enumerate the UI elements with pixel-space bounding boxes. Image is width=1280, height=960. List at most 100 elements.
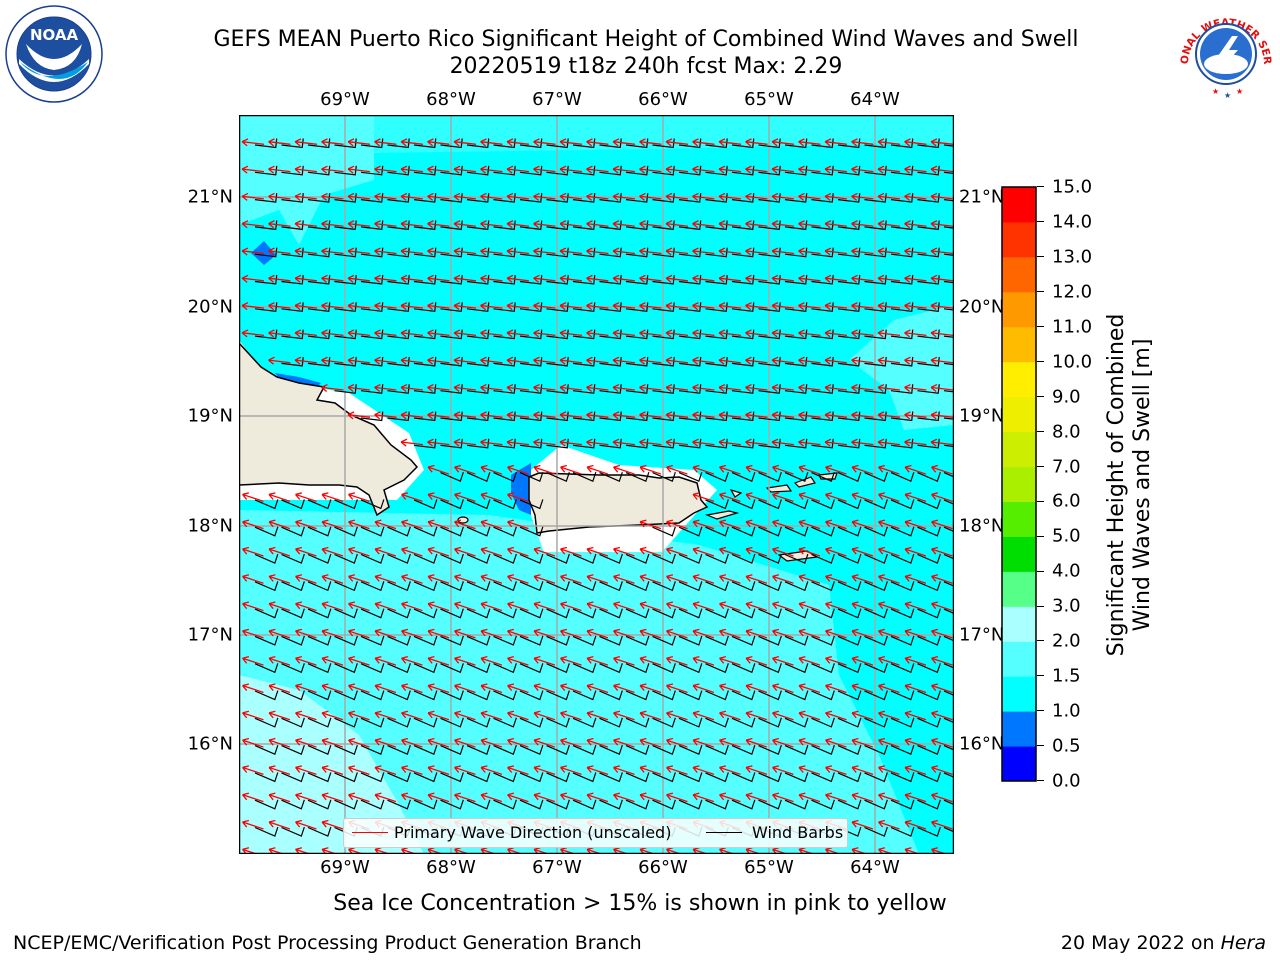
wave-direction-arrow xyxy=(665,192,688,201)
wave-direction-arrow xyxy=(374,302,397,311)
wind-barb xyxy=(705,581,729,592)
wind-barb xyxy=(705,663,729,674)
wave-direction-arrow xyxy=(851,247,874,256)
colorbar-bin xyxy=(1002,256,1036,293)
wave-direction-arrow xyxy=(242,519,264,530)
wave-direction-arrow xyxy=(613,656,635,666)
wave-direction-arrow xyxy=(242,683,264,694)
lon-tick-bottom: 66°W xyxy=(638,857,688,878)
wind-barb xyxy=(546,438,569,449)
wave-direction-arrow xyxy=(453,329,476,338)
wave-direction-arrow xyxy=(798,220,821,229)
wind-barb xyxy=(784,274,808,285)
wave-direction-arrow xyxy=(745,302,768,311)
wind-barb xyxy=(731,384,755,394)
wind-barb xyxy=(307,744,332,755)
wind-barb xyxy=(413,690,438,701)
wind-barb xyxy=(652,717,676,728)
wave-direction-arrow xyxy=(294,192,317,201)
wave-direction-arrow xyxy=(241,192,264,201)
wind-barb xyxy=(493,744,517,755)
wind-barb xyxy=(837,608,862,619)
wave-direction-arrow xyxy=(930,329,953,338)
wind-barb xyxy=(546,799,570,810)
wind-barb xyxy=(890,772,915,783)
wave-direction-arrow xyxy=(931,819,953,830)
wind-barb xyxy=(784,411,808,422)
colorbar-tick-mark xyxy=(1037,291,1044,293)
wave-direction-arrow xyxy=(718,383,741,393)
wind-barb xyxy=(864,247,887,258)
wave-direction-arrow xyxy=(930,438,953,447)
wave-direction-arrow xyxy=(586,274,609,283)
wind-barb xyxy=(413,247,437,258)
wave-direction-arrow xyxy=(798,628,821,639)
wave-direction-arrow xyxy=(824,383,847,393)
wind-barb xyxy=(890,471,915,482)
wind-barb xyxy=(599,411,622,422)
colorbar-bin xyxy=(1002,396,1036,433)
wave-direction-arrow xyxy=(798,329,821,338)
wind-barb xyxy=(943,745,954,751)
wave-direction-arrow xyxy=(321,383,344,393)
wind-barb xyxy=(281,608,305,619)
wave-direction-arrow xyxy=(719,765,741,775)
wind-barb xyxy=(307,274,331,285)
wind-barb xyxy=(466,165,490,176)
wave-direction-arrow xyxy=(798,438,821,447)
wave-direction-arrow xyxy=(692,247,715,256)
wave-direction-arrow xyxy=(798,710,821,721)
wave-direction-arrow xyxy=(718,220,741,229)
wave-direction-arrow xyxy=(295,819,317,830)
colorbar-tick-label: 7.0 xyxy=(1052,456,1081,478)
lon-tick-bottom: 69°W xyxy=(320,857,370,878)
wave-direction-arrow xyxy=(559,138,582,147)
wind-barb xyxy=(360,690,385,701)
wave-direction-arrow xyxy=(400,411,423,420)
wind-barb xyxy=(731,138,755,149)
wave-direction-arrow xyxy=(745,519,768,530)
wind-barb xyxy=(334,717,358,728)
wave-direction-arrow xyxy=(347,329,370,338)
wind-barb xyxy=(599,581,623,592)
wave-direction-arrow xyxy=(931,601,953,612)
wave-direction-arrow xyxy=(798,138,821,147)
wave-direction-arrow xyxy=(824,220,847,229)
wind-barb xyxy=(917,772,941,783)
wave-direction-arrow xyxy=(507,683,529,694)
wave-direction-arrow xyxy=(692,302,715,311)
wave-direction-arrow xyxy=(931,546,953,557)
wave-direction-arrow xyxy=(931,519,953,530)
wave-direction-arrow xyxy=(931,464,953,475)
wind-barb xyxy=(572,384,596,394)
wave-direction-arrow xyxy=(692,574,715,584)
island-mona xyxy=(457,516,469,524)
wave-direction-arrow xyxy=(507,492,529,502)
wave-direction-arrow xyxy=(454,710,476,721)
wind-barb xyxy=(254,329,278,340)
wave-direction-arrow xyxy=(824,438,847,447)
wave-direction-arrow xyxy=(427,519,450,530)
wave-direction-arrow xyxy=(401,656,423,666)
wave-direction-arrow xyxy=(347,138,370,147)
wave-direction-arrow xyxy=(533,765,556,775)
wave-direction-arrow xyxy=(639,519,662,530)
wave-direction-arrow xyxy=(904,438,927,447)
wave-direction-arrow xyxy=(719,519,741,530)
wave-direction-arrow xyxy=(586,765,609,775)
wave-direction-arrow xyxy=(321,656,344,666)
wind-barb xyxy=(440,438,463,449)
wave-direction-arrow xyxy=(851,710,874,721)
wind-barb xyxy=(811,471,835,482)
wave-direction-arrow xyxy=(348,765,370,775)
wind-barb xyxy=(572,438,596,449)
wave-direction-arrow xyxy=(268,356,291,365)
wind-barb xyxy=(678,772,703,783)
wind-barb xyxy=(864,717,888,728)
wind-barb xyxy=(758,220,781,231)
wave-direction-arrow xyxy=(851,792,874,803)
wind-barb xyxy=(281,526,305,537)
wave-direction-arrow xyxy=(242,601,264,612)
wind-barb xyxy=(864,581,888,592)
wind-barb xyxy=(360,411,384,422)
